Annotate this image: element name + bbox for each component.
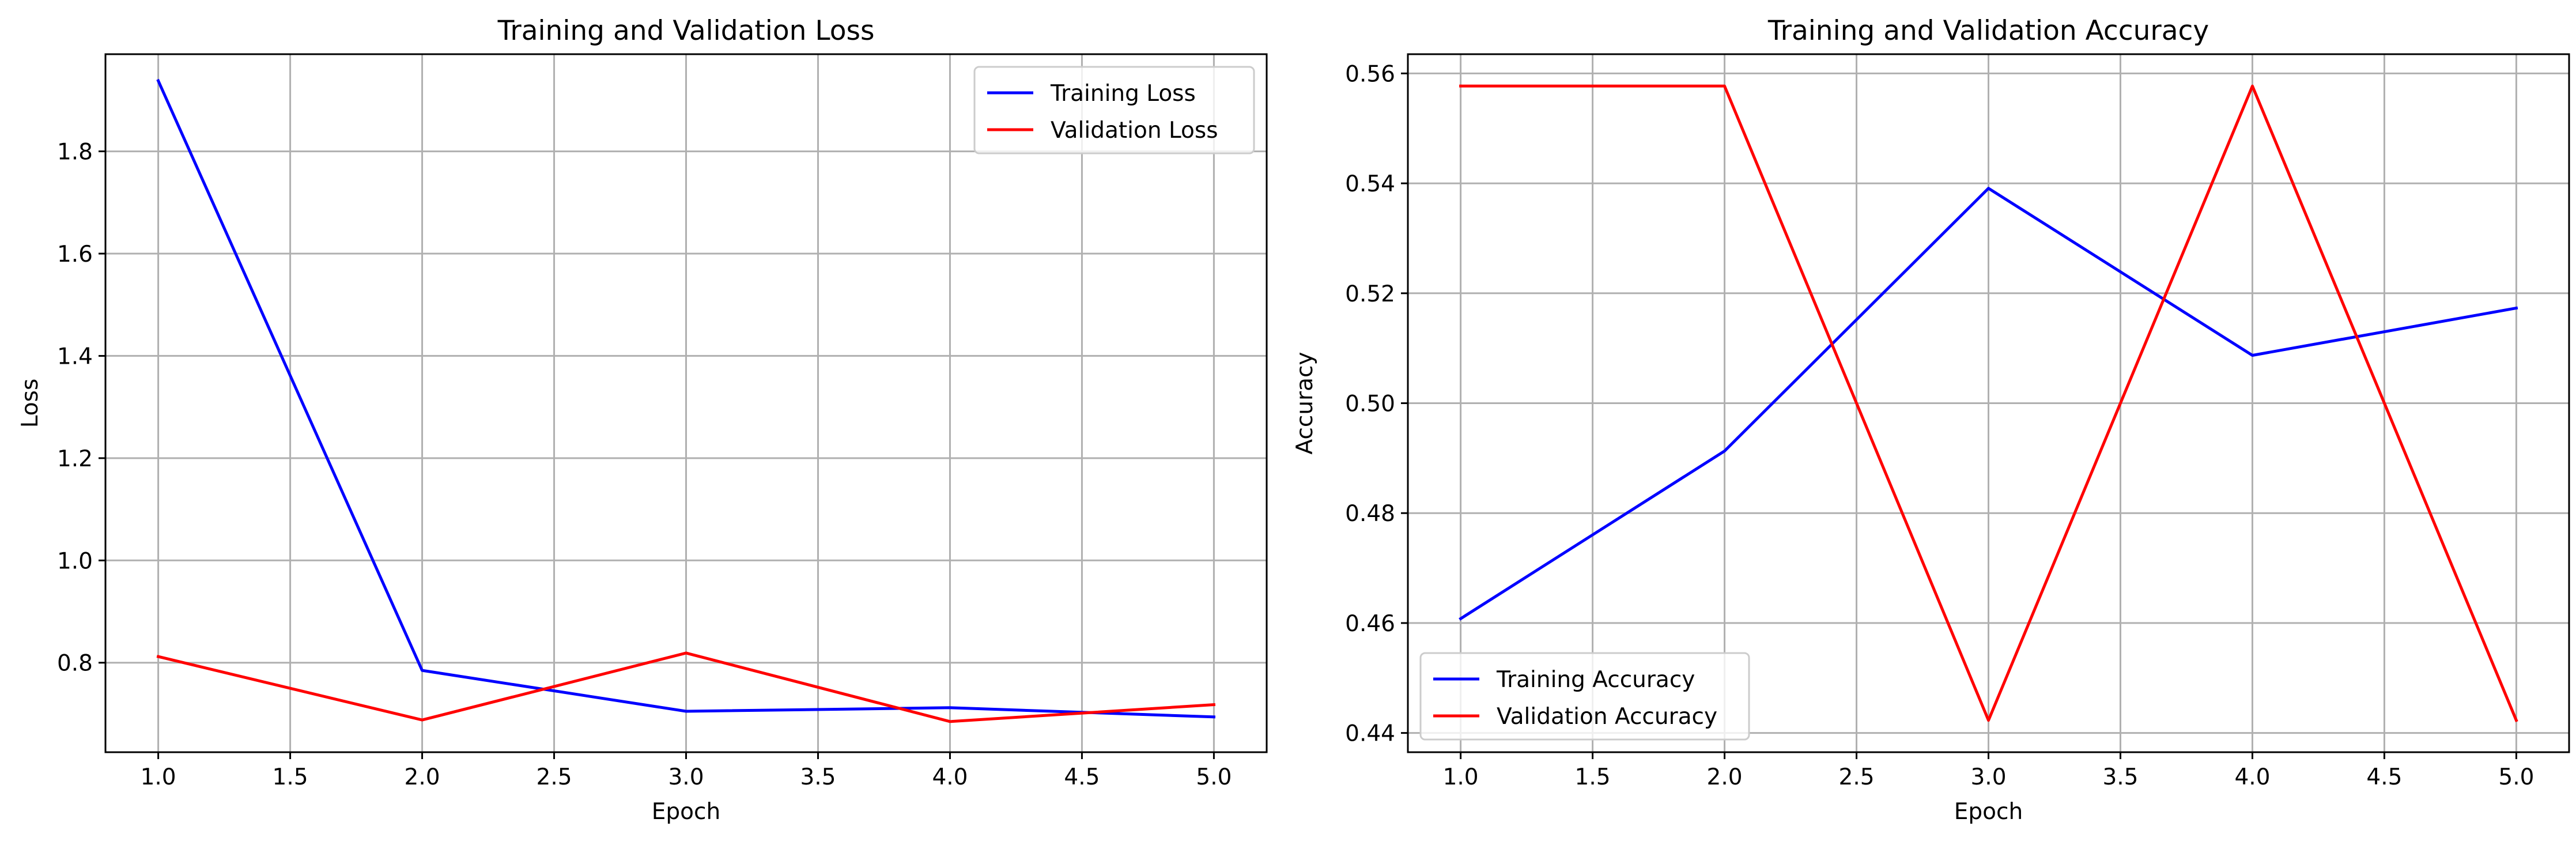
loss-legend-label: Training Loss <box>1050 81 1196 107</box>
loss-x-tick-label: 1.5 <box>273 764 308 790</box>
loss-x-tick-label: 3.5 <box>800 764 836 790</box>
loss-legend-label: Validation Loss <box>1051 118 1218 144</box>
loss-series-training-line <box>156 78 1215 719</box>
loss-legend: Training Loss Validation Loss <box>973 66 1255 154</box>
accuracy-x-tick-label: 2.0 <box>1707 764 1743 790</box>
accuracy-legend: Training Accuracy Validation Accuracy <box>1419 652 1750 741</box>
loss-y-tick-label: 1.6 <box>57 242 93 267</box>
loss-x-axis-label: Epoch <box>652 799 720 825</box>
loss-chart-title: Training and Validation Loss <box>497 15 875 47</box>
loss-x-tick-label: 4.5 <box>1064 764 1100 790</box>
accuracy-y-tick-label: 0.48 <box>1345 501 1395 527</box>
loss-legend-box <box>973 66 1255 154</box>
accuracy-x-tick-label: 2.5 <box>1839 764 1875 790</box>
accuracy-x-tick-label: 5.0 <box>2498 764 2534 790</box>
loss-x-tick-label: 5.0 <box>1196 764 1232 790</box>
accuracy-x-tick-label: 1.0 <box>1443 764 1479 790</box>
loss-series-validation-line <box>156 651 1216 723</box>
accuracy-y-tick-label: 0.46 <box>1345 611 1395 637</box>
accuracy-legend-label: Validation Accuracy <box>1497 704 1717 730</box>
loss-y-tick-label: 1.4 <box>57 344 93 369</box>
loss-y-tick-label: 1.0 <box>57 548 93 574</box>
accuracy-x-tick-label: 4.5 <box>2366 764 2402 790</box>
accuracy-y-tick-label: 0.52 <box>1345 281 1395 307</box>
accuracy-x-tick-label: 3.5 <box>2102 764 2138 790</box>
accuracy-chart-title: Training and Validation Accuracy <box>1767 15 2209 47</box>
loss-y-tick-label: 0.8 <box>57 651 93 677</box>
accuracy-y-tick-label: 0.44 <box>1345 721 1395 747</box>
accuracy-chart: 1.0 1.5 2.0 2.5 3.0 3.5 4.0 4.5 5.0 0.44 0.46 0.48 0… <box>1292 15 2570 825</box>
accuracy-legend-box <box>1419 652 1750 741</box>
accuracy-x-tick-label: 4.0 <box>2234 764 2270 790</box>
loss-x-tick-label: 4.0 <box>932 764 968 790</box>
accuracy-x-axis-label: Epoch <box>1954 799 2023 825</box>
accuracy-legend-label: Training Accuracy <box>1496 667 1695 693</box>
loss-x-tick-label: 3.0 <box>668 764 704 790</box>
loss-x-tick-label: 1.0 <box>141 764 176 790</box>
accuracy-y-tick-label: 0.54 <box>1345 171 1395 197</box>
accuracy-y-tick-label: 0.56 <box>1345 61 1395 87</box>
accuracy-y-tick-label: 0.50 <box>1345 391 1395 417</box>
loss-x-tick-label: 2.0 <box>405 764 440 790</box>
accuracy-series-validation-line <box>1459 84 2518 722</box>
accuracy-y-axis-label: Accuracy <box>1292 352 1318 454</box>
loss-y-axis-label: Loss <box>17 379 43 428</box>
loss-x-tick-label: 2.5 <box>537 764 572 790</box>
accuracy-series-training-line <box>1459 187 2518 621</box>
loss-chart: 1.0 1.5 2.0 2.5 3.0 3.5 4.0 4.5 5.0 0.8 1.0 1.2 1.4 1… <box>17 15 1268 825</box>
accuracy-x-tick-label: 1.5 <box>1575 764 1611 790</box>
accuracy-x-tick-label: 3.0 <box>1970 764 2006 790</box>
loss-y-tick-label: 1.2 <box>57 446 93 472</box>
loss-y-tick-label: 1.8 <box>57 139 93 165</box>
